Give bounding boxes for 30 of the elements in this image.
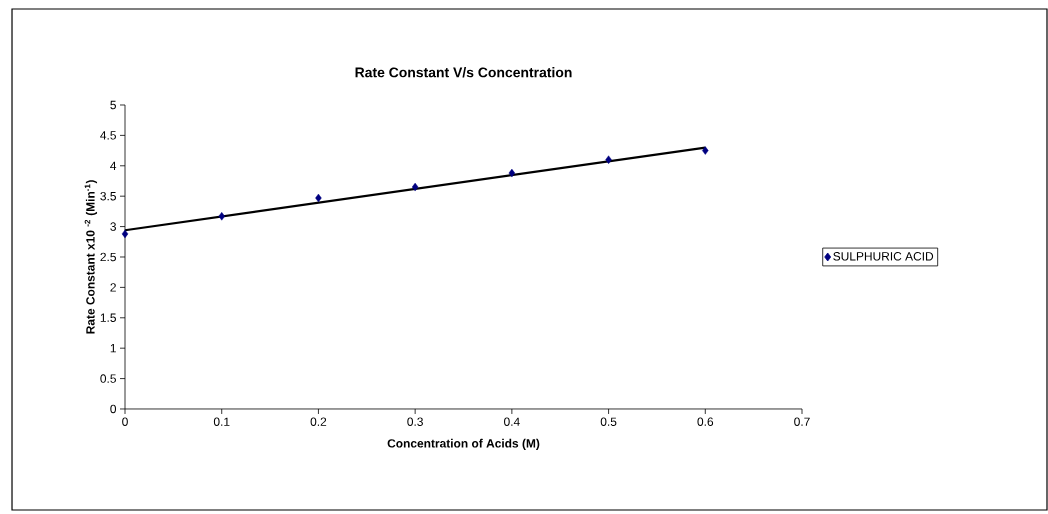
y-tick-label: 2 xyxy=(110,283,116,292)
y-axis-title: Rate Constant x10 $^{-2}$ (Min$^{-1}$) xyxy=(84,180,98,334)
y-tick-label: 3.5 xyxy=(100,191,116,201)
x-tick-label: 0.5 xyxy=(600,417,617,426)
y-tick-label: 0.5 xyxy=(100,374,116,383)
point xyxy=(411,182,419,192)
point xyxy=(508,168,516,178)
point xyxy=(121,229,129,239)
x-tick-label: 0.7 xyxy=(794,417,810,426)
x-axis-title: Concentration of Acids (M) xyxy=(387,438,540,450)
chart-title: Rate Constant V/s Concentration xyxy=(355,67,572,78)
legend-label: SULPHURIC ACID xyxy=(833,252,934,261)
x-tick-label: 0.3 xyxy=(407,417,423,426)
y-tick-label: 2.5 xyxy=(100,252,116,262)
x-tick-label: 0.6 xyxy=(697,417,714,426)
point xyxy=(315,193,322,203)
y-tick-label: 1.5 xyxy=(100,313,116,322)
y-tick-label: 0 xyxy=(110,404,117,414)
point xyxy=(218,212,225,221)
y-tick-label: 3 xyxy=(110,222,116,231)
y-tick-label: 4.5 xyxy=(100,131,116,140)
point xyxy=(702,146,709,155)
x-tick-label: 0.4 xyxy=(504,417,520,426)
y-tick-label: 1 xyxy=(110,344,116,353)
x-tick-label: 0 xyxy=(122,417,128,426)
x-tick-label: 0.1 xyxy=(213,417,230,426)
point xyxy=(605,155,612,164)
y-tick-label: 5 xyxy=(110,100,116,110)
x-tick-label: 0.2 xyxy=(310,417,327,426)
y-tick-label: 4 xyxy=(110,161,117,170)
